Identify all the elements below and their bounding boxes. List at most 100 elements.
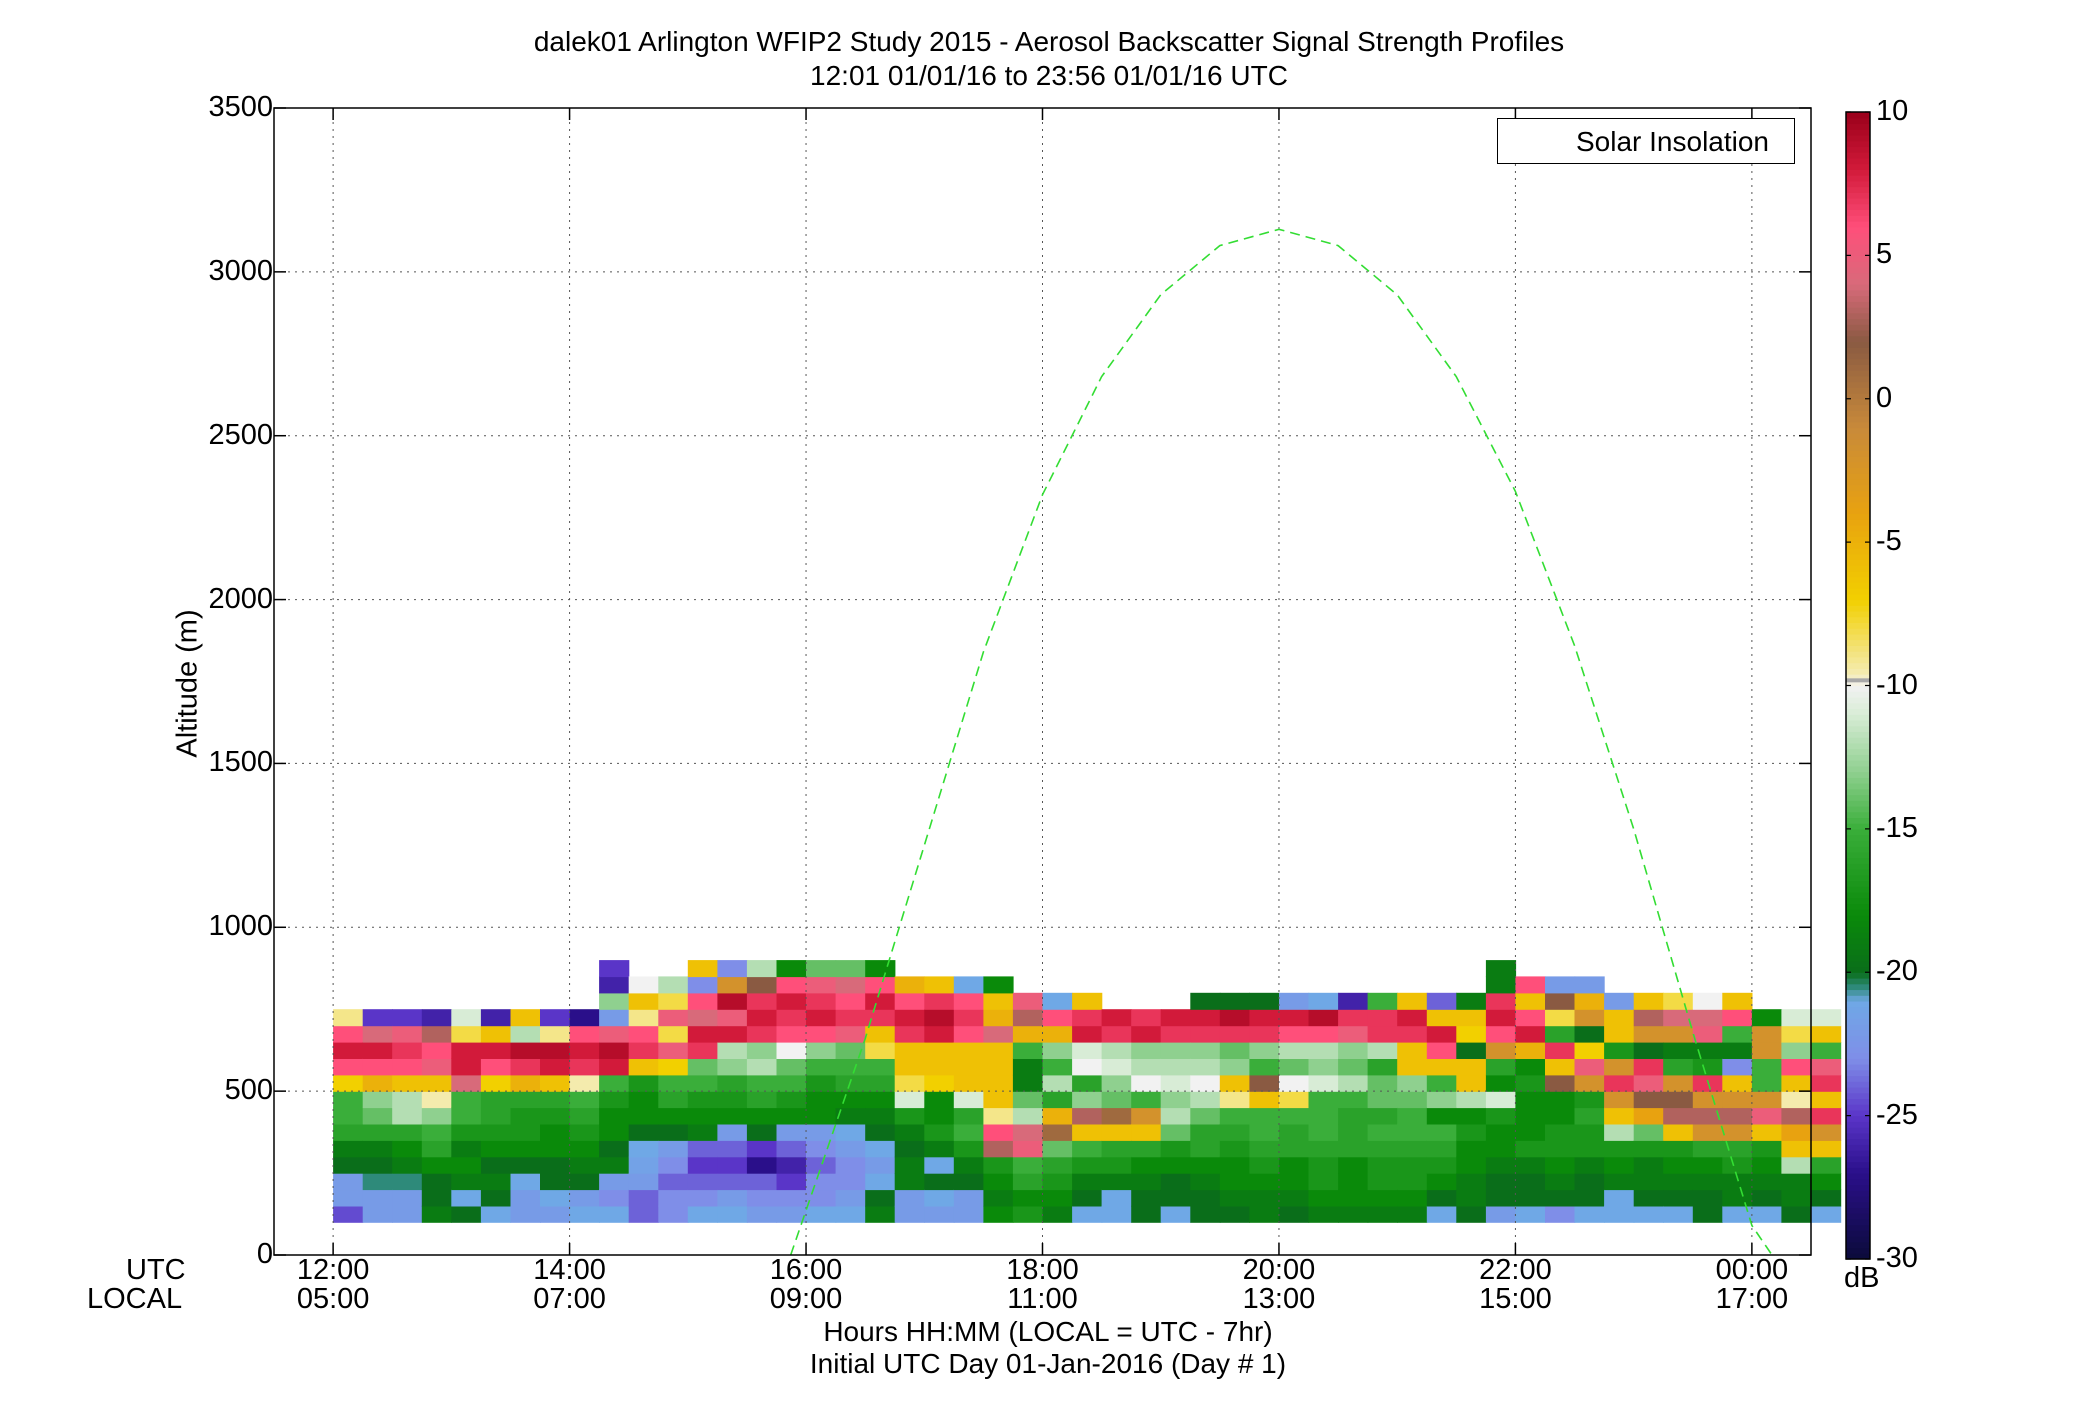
heatmap-cell: [1279, 1156, 1310, 1174]
colorbar-swatch: [1846, 800, 1870, 807]
heatmap-cell: [1219, 1205, 1250, 1223]
heatmap-cell: [1633, 1042, 1664, 1059]
colorbar-swatch: [1846, 1121, 1870, 1128]
heatmap-cell: [894, 1058, 925, 1076]
heatmap-cell: [1722, 1058, 1753, 1076]
colorbar-swatch: [1846, 708, 1870, 715]
heatmap-cell: [687, 1025, 718, 1043]
colorbar-swatch: [1846, 880, 1870, 887]
heatmap-cell: [924, 1205, 955, 1223]
heatmap-cell: [1367, 1123, 1398, 1141]
heatmap-cell: [776, 992, 807, 1010]
heatmap-cell: [1131, 1189, 1162, 1207]
heatmap-cell: [1692, 1107, 1723, 1125]
heatmap-cell: [983, 1042, 1014, 1059]
colorbar-swatch: [1846, 932, 1870, 939]
colorbar-tick-label: -20: [1876, 955, 1918, 988]
heatmap-cell: [983, 1107, 1014, 1125]
heatmap-cell: [480, 1123, 512, 1141]
heatmap-cell: [1633, 1074, 1664, 1092]
colorbar-swatch: [1846, 1041, 1870, 1048]
heatmap-cell: [1781, 1009, 1812, 1027]
heatmap-cell: [362, 1156, 393, 1174]
colorbar-swatch: [1846, 1046, 1870, 1054]
heatmap-cell: [1633, 1140, 1664, 1158]
heatmap-cell: [983, 1091, 1014, 1109]
heatmap-cell: [835, 1123, 866, 1141]
heatmap-cell: [1308, 1058, 1339, 1076]
heatmap-cell: [717, 976, 748, 994]
heatmap-cell: [1219, 1074, 1250, 1092]
x-tick-label-local: 17:00: [1715, 1283, 1789, 1315]
heatmap-cell: [865, 1156, 896, 1174]
heatmap-cell: [1545, 1025, 1576, 1043]
heatmap-cell: [392, 1058, 423, 1076]
heatmap-cell: [1456, 1025, 1487, 1043]
colorbar-swatch: [1846, 261, 1870, 268]
heatmap-cell: [894, 1107, 925, 1125]
heatmap-cell: [1131, 1058, 1162, 1076]
heatmap-cell: [1042, 1091, 1073, 1109]
heatmap-cell: [776, 976, 807, 994]
heatmap-cell: [1160, 1058, 1191, 1076]
colorbar-swatch: [1846, 536, 1870, 543]
colorbar-swatch: [1846, 215, 1870, 222]
heatmap-cell: [1279, 1107, 1310, 1125]
colorbar-swatch: [1846, 588, 1870, 595]
heatmap-cell: [1545, 1173, 1576, 1191]
heatmap-cell: [1604, 1140, 1635, 1158]
colorbar-swatch: [1846, 358, 1870, 365]
heatmap-cell: [865, 1025, 896, 1043]
heatmap-cell: [1781, 1058, 1812, 1076]
heatmap-cell: [1249, 1107, 1280, 1125]
heatmap-cell: [451, 1074, 482, 1092]
heatmap-cell: [540, 1042, 571, 1059]
heatmap-cell: [746, 976, 778, 994]
heatmap-cell: [1160, 1074, 1191, 1092]
colorbar-swatch: [1846, 714, 1870, 721]
heatmap-cell: [1338, 992, 1369, 1010]
heatmap-cell: [924, 1074, 955, 1092]
colorbar-swatch: [1846, 748, 1870, 755]
heatmap-cell: [1515, 1156, 1546, 1174]
heatmap-cell: [717, 1123, 748, 1141]
heatmap-cell: [1545, 976, 1576, 994]
heatmap-cell: [1811, 1107, 1842, 1125]
heatmap-cell: [1722, 1140, 1753, 1158]
heatmap-cell: [362, 1123, 393, 1141]
heatmap-cell: [687, 1156, 718, 1174]
heatmap-cell: [865, 1009, 896, 1027]
heatmap-cell: [510, 1156, 541, 1174]
chart-title: dalek01 Arlington WFIP2 Study 2015 - Aer…: [533, 26, 1565, 57]
heatmap-cell: [333, 1189, 364, 1207]
heatmap-cell: [1338, 1140, 1369, 1158]
colorbar-swatch: [1846, 1218, 1870, 1226]
heatmap-cell: [1751, 1156, 1783, 1174]
colorbar-swatch: [1846, 1172, 1870, 1180]
heatmap-cell: [1485, 1123, 1517, 1141]
heatmap-cell: [776, 1189, 807, 1207]
heatmap-cell: [1279, 992, 1310, 1010]
colorbar-swatch: [1846, 140, 1870, 148]
heatmap-cell: [776, 1173, 807, 1191]
colorbar-swatch: [1846, 467, 1870, 474]
heatmap-cell: [1338, 1107, 1369, 1125]
colorbar-swatch: [1846, 289, 1870, 297]
heatmap-cell: [894, 1009, 925, 1027]
heatmap-cell: [1485, 1091, 1517, 1109]
heatmap-cell: [628, 992, 659, 1010]
heatmap-cell: [983, 1156, 1014, 1174]
heatmap-cell: [1574, 1205, 1605, 1223]
heatmap-cell: [865, 1107, 896, 1125]
colorbar-swatch: [1846, 857, 1870, 864]
x-tick-label-utc: 14:00: [533, 1254, 606, 1286]
heatmap-cell: [1072, 1205, 1103, 1223]
heatmap-cell: [1574, 1189, 1605, 1207]
colorbar-tick-label: -25: [1876, 1098, 1918, 1131]
heatmap-cell: [1426, 1123, 1457, 1141]
heatmap-cell: [1485, 1156, 1517, 1174]
heatmap-cell: [628, 1156, 659, 1174]
heatmap-cell: [392, 1189, 423, 1207]
heatmap-cell: [1426, 1189, 1457, 1207]
heatmap-cell: [1397, 1156, 1428, 1174]
